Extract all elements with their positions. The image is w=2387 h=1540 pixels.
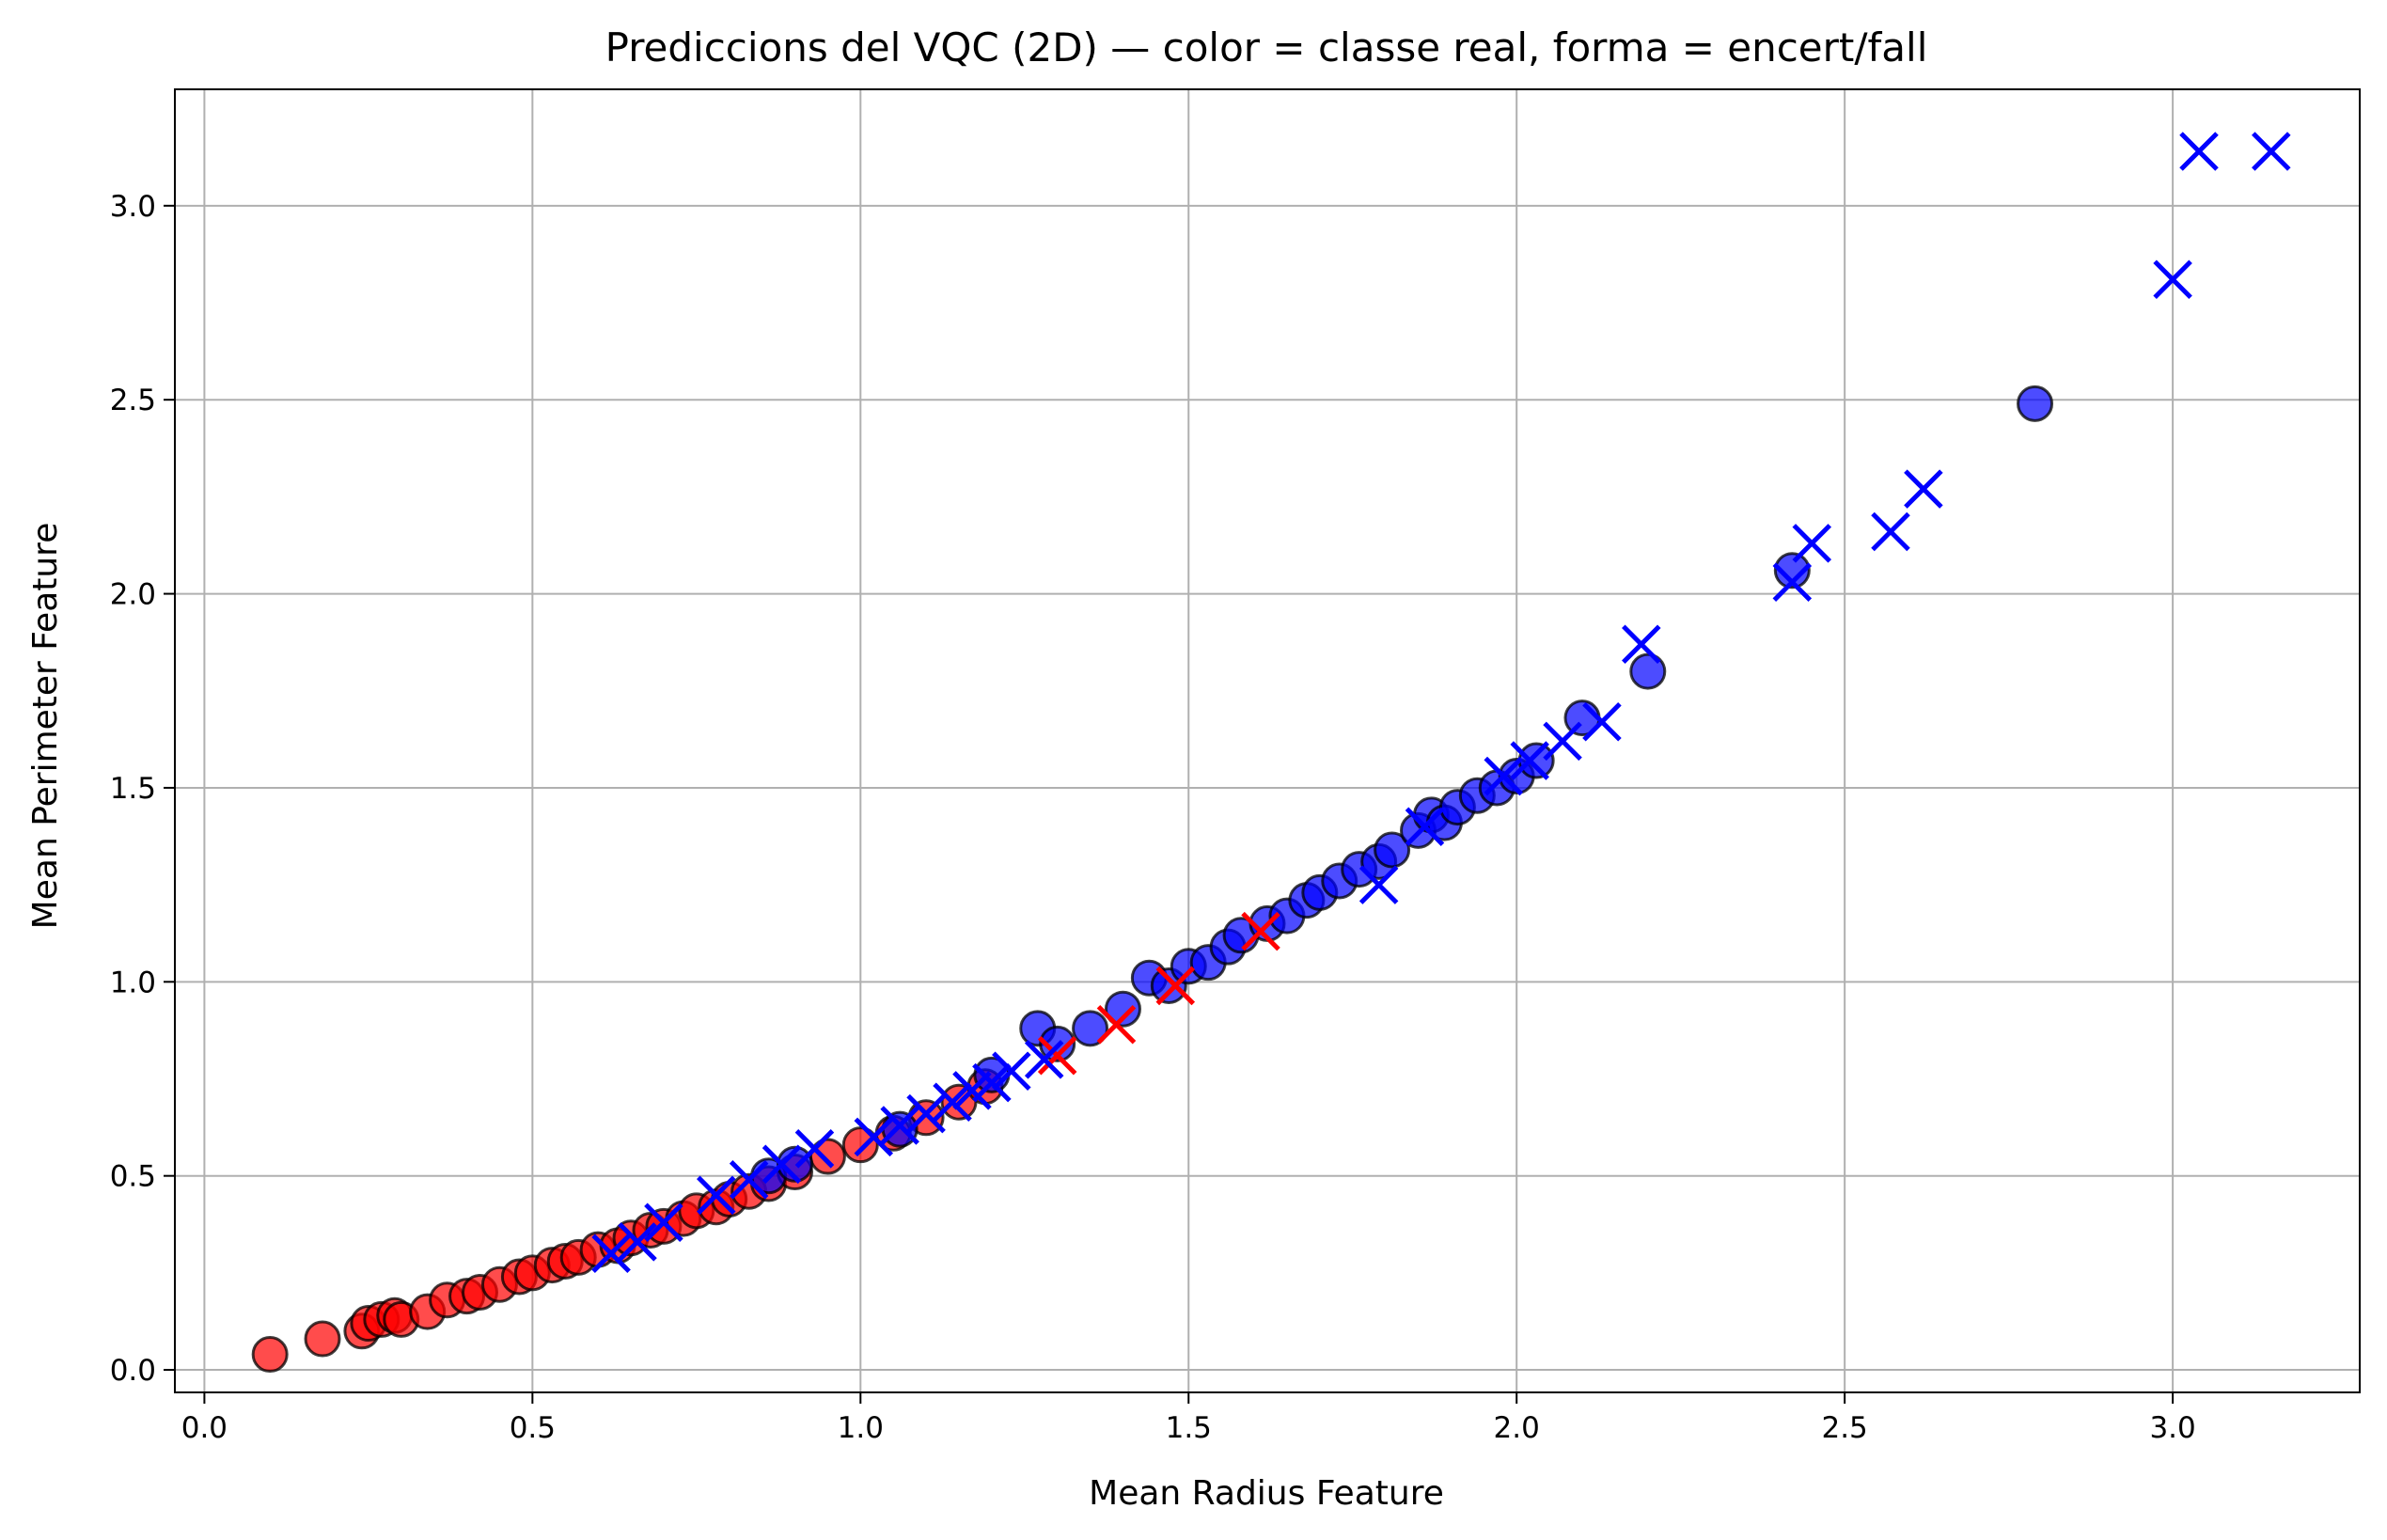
blue-x-point (618, 1222, 657, 1262)
x-tick-label: 3.0 (2149, 1411, 2195, 1445)
x-tick-label: 0.0 (181, 1411, 228, 1445)
blue-x-point (933, 1082, 972, 1123)
y-tick-label: 3.0 (110, 190, 156, 224)
blue-circle-point (2017, 385, 2054, 422)
grid (175, 89, 2360, 1392)
blue-x-point (696, 1175, 736, 1216)
x-tick-label: 2.5 (1821, 1411, 1867, 1445)
y-tick-label: 0.0 (110, 1354, 156, 1388)
data-points (251, 132, 2291, 1374)
red-x-point (1096, 1004, 1137, 1045)
x-tick-label: 0.5 (510, 1411, 556, 1445)
blue-x-point (1543, 721, 1582, 762)
blue-x-point (794, 1129, 835, 1169)
y-tick-label: 2.0 (110, 578, 156, 612)
blue-circle-point (1773, 552, 1811, 589)
blue-x-point (1358, 865, 1399, 904)
y-tick-label: 2.5 (110, 384, 156, 417)
x-tick-label: 1.0 (838, 1411, 884, 1445)
blue-x-point (644, 1202, 683, 1242)
x-tick-label: 2.0 (1494, 1411, 1540, 1445)
blue-x-point (880, 1106, 919, 1145)
blue-x-point (1484, 756, 1524, 796)
blue-x-point (1904, 469, 1943, 509)
blue-x-point (1405, 807, 1445, 846)
blue-x-point (1772, 562, 1813, 602)
blue-circle-point (1104, 990, 1141, 1028)
blue-circle-point (1374, 831, 1411, 869)
blue-x-point (952, 1071, 992, 1110)
blue-circle-point (1629, 652, 1667, 690)
blue-x-point (2179, 132, 2219, 171)
blue-x-point (2153, 259, 2192, 300)
blue-x-point (972, 1062, 1012, 1103)
blue-x-point (1871, 511, 1910, 552)
blue-x-point (1024, 1040, 1064, 1079)
y-axis-label: Mean Perimeter Feature (26, 523, 65, 930)
blue-x-point (1582, 702, 1622, 742)
red-x-point (1155, 966, 1196, 1006)
red-x-point (1241, 911, 1280, 951)
y-tick-label: 0.5 (110, 1160, 156, 1194)
blue-x-point (762, 1144, 802, 1185)
blue-x-point (1792, 524, 1832, 563)
blue-circle-point (1517, 742, 1555, 779)
red-circle-point (841, 1126, 879, 1164)
x-tick-label: 1.5 (1166, 1411, 1212, 1445)
x-axis-label: Mean Radius Feature (1089, 1474, 1444, 1513)
axis-ticks: 0.0 0.5 1.0 1.5 2.0 2.5 3.0 0.0 0.5 1.0 1.5 2.0 2.5 3… (110, 190, 2196, 1445)
blue-x-point (591, 1234, 631, 1274)
blue-x-point (906, 1093, 946, 1134)
red-x-point (1037, 1035, 1077, 1076)
y-tick-label: 1.5 (110, 772, 156, 806)
plot-frame (174, 88, 2361, 1393)
blue-x-point (992, 1051, 1031, 1092)
blue-x-point (1510, 741, 1549, 780)
y-tick-label: 1.0 (110, 966, 156, 999)
blue-x-point (2252, 132, 2291, 171)
blue-x-point (854, 1117, 894, 1157)
red-circle-point (304, 1320, 341, 1358)
chart-title: Prediccions del VQC (2D) — color = class… (605, 24, 1928, 71)
blue-circle-point (1072, 1010, 1109, 1047)
red-circle-point (251, 1336, 289, 1374)
blue-x-point (729, 1160, 769, 1200)
blue-x-point (1622, 624, 1661, 664)
blue-circle-point (777, 1145, 814, 1183)
